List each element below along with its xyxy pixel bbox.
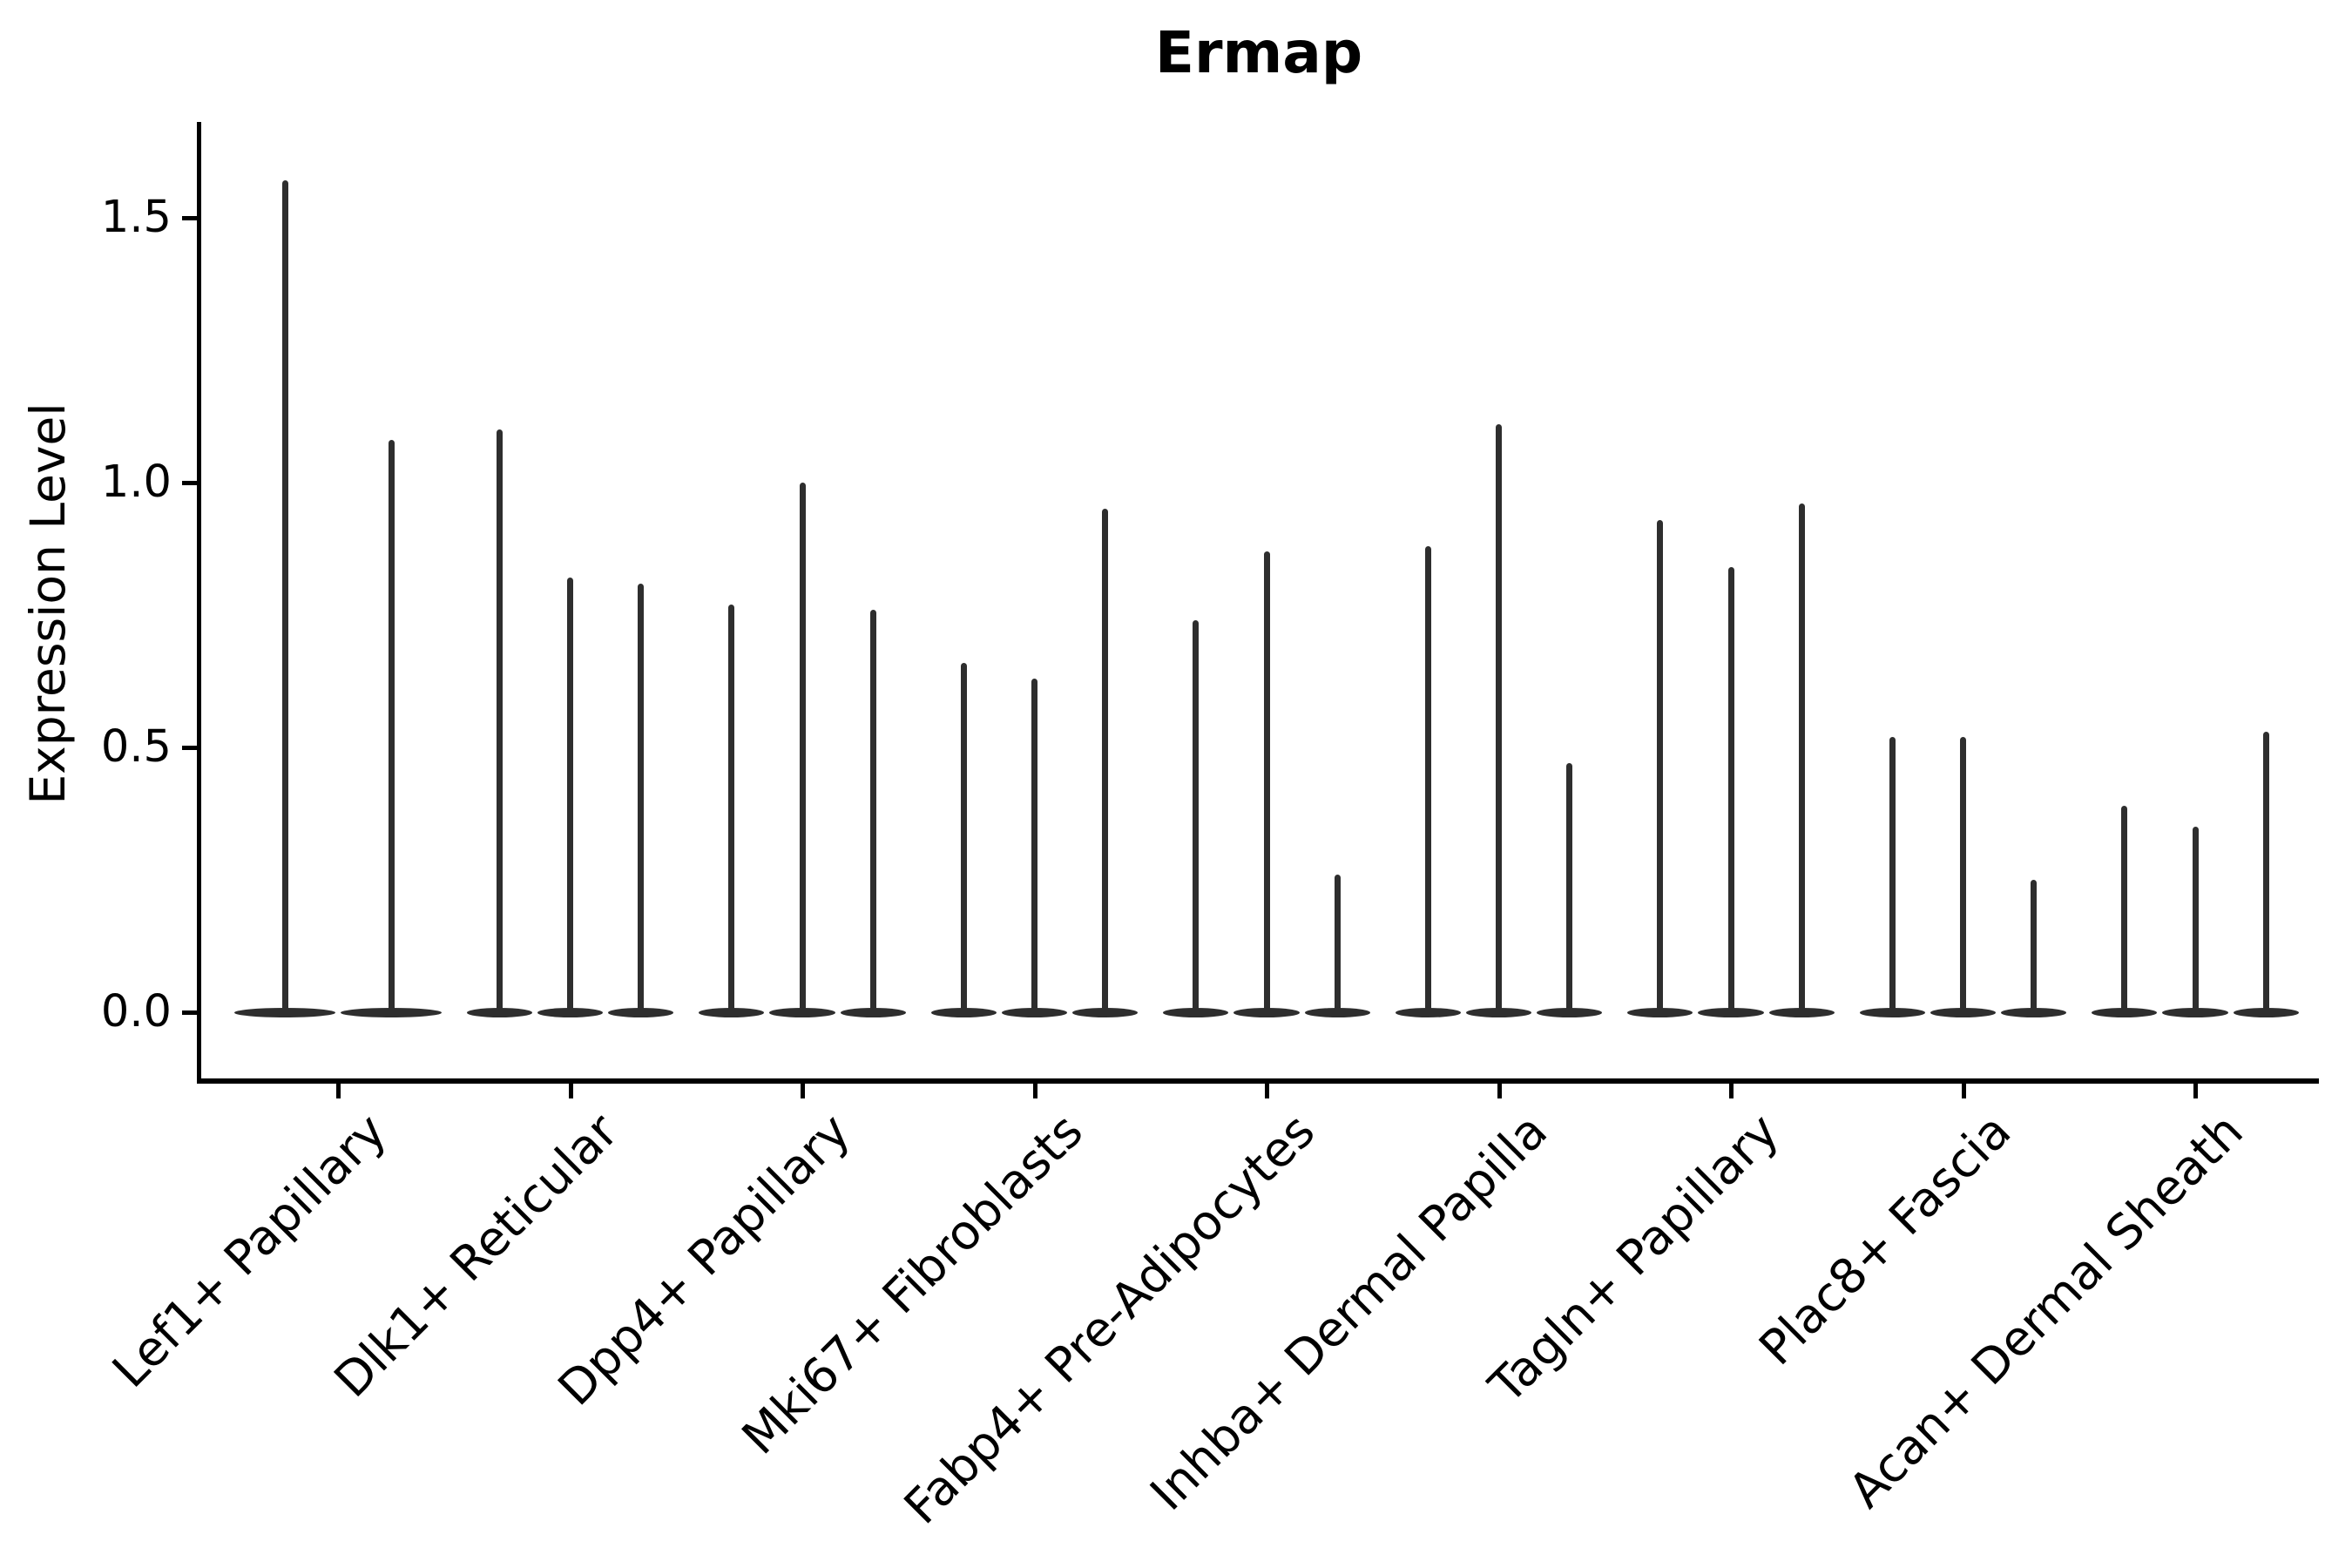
x-tick-label: Fabp4+ Pre-Adipocytes [893, 1103, 1326, 1535]
violin-spike [1566, 763, 1573, 1012]
y-tick-label: 1.5 [100, 192, 172, 243]
x-tick-label: Acan+ Dermal Sheath [1838, 1103, 2254, 1519]
violin-body [1395, 1007, 1461, 1017]
violin-body [1072, 1007, 1139, 1017]
violin-spike [2031, 880, 2038, 1012]
violin-spike [960, 662, 967, 1012]
violin-spike [1657, 519, 1664, 1012]
y-tick-label: 0.5 [100, 721, 172, 773]
violin-body [840, 1007, 906, 1017]
violin-body [699, 1007, 765, 1017]
x-tick-label: Inhba+ Dermal Papilla [1139, 1103, 1558, 1522]
x-tick [801, 1084, 805, 1098]
x-tick [1032, 1084, 1037, 1098]
violin-spike [2262, 731, 2269, 1012]
violin-body [341, 1007, 442, 1017]
violin-spike [388, 440, 395, 1012]
violin-spike [869, 609, 876, 1012]
y-tick-label: 1.0 [100, 456, 172, 508]
y-tick [182, 746, 197, 750]
violin-spike [496, 429, 503, 1012]
x-tick [1729, 1084, 1734, 1098]
violin-body [1930, 1007, 1997, 1017]
violin-body [1859, 1007, 1925, 1017]
violin-body [1627, 1007, 1693, 1017]
x-tick [568, 1084, 573, 1098]
y-axis-spine [197, 122, 201, 1084]
x-tick [2193, 1084, 2198, 1098]
violin-body [1768, 1007, 1835, 1017]
violin-spike [1424, 546, 1431, 1012]
violin-body [1304, 1007, 1370, 1017]
violin-spike [1334, 874, 1341, 1012]
x-tick [1265, 1084, 1269, 1098]
violin-body [466, 1007, 532, 1017]
violin-body [234, 1007, 335, 1017]
y-tick-label: 0.0 [100, 986, 172, 1037]
y-axis-label: Expression Level [20, 402, 76, 805]
violin-spike [281, 180, 288, 1012]
violin-body [1233, 1007, 1300, 1017]
violin-spike [1889, 736, 1896, 1012]
x-tick [1497, 1084, 1502, 1098]
violin-body [1537, 1007, 1603, 1017]
violin-spike [1193, 620, 1200, 1012]
violin-body [537, 1007, 604, 1017]
violin-body [2092, 1007, 2158, 1017]
chart-title: Ermap [1154, 19, 1363, 86]
x-axis-spine [197, 1078, 2319, 1084]
violin-body [1001, 1007, 1068, 1017]
y-tick [182, 216, 197, 220]
violin-body [608, 1007, 674, 1017]
violin-spike [799, 483, 806, 1012]
violin-spike [1102, 509, 1109, 1012]
violin-body [2233, 1007, 2299, 1017]
violin-body [2001, 1007, 2067, 1017]
violin-spike [2192, 827, 2199, 1012]
violin-spike [2121, 805, 2128, 1012]
violin-spike [1798, 504, 1805, 1012]
violin-spike [1496, 424, 1502, 1012]
violin-spike [1263, 551, 1270, 1012]
violin-spike [728, 604, 735, 1012]
violin-body [1465, 1007, 1532, 1017]
x-tick [336, 1084, 341, 1098]
violin-body [1163, 1007, 1229, 1017]
x-tick [1961, 1084, 1966, 1098]
violin-spike [1031, 679, 1037, 1012]
violin-spike [638, 583, 645, 1012]
violin-spike [567, 578, 573, 1012]
y-tick [182, 1010, 197, 1015]
violin-spike [1960, 736, 1966, 1012]
violin-body [1698, 1007, 1764, 1017]
violin-body [2162, 1007, 2228, 1017]
violin-body [769, 1007, 835, 1017]
violin-body [930, 1007, 997, 1017]
y-tick [182, 481, 197, 485]
violin-spike [1727, 567, 1734, 1012]
